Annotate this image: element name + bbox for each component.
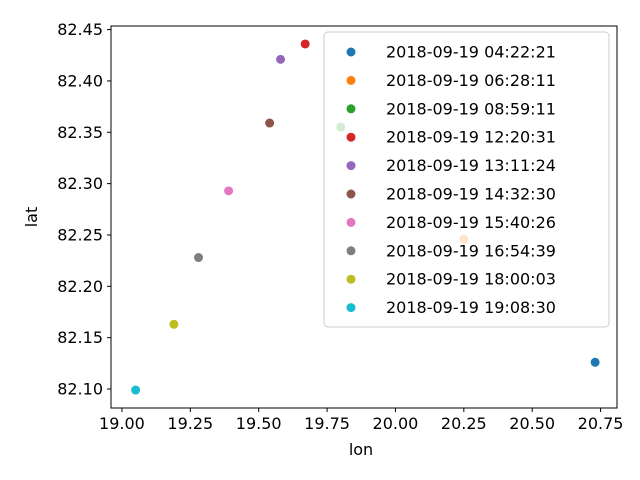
x-axis-title: lon [349,440,373,459]
x-tick-label: 19.00 [99,414,145,433]
legend-marker [346,132,356,142]
legend-label: 2018-09-19 12:20:31 [386,128,556,147]
legend-label: 2018-09-19 14:32:30 [386,185,556,204]
y-axis-title: lat [22,207,41,228]
legend-marker [346,104,356,114]
legend-marker [346,161,356,171]
y-tick-label: 82.10 [57,380,103,399]
data-point [131,385,141,395]
y-tick-label: 82.35 [57,123,103,142]
data-point [224,186,234,196]
data-point [300,39,310,49]
plot-frame [110,25,618,409]
y-tick-label: 82.25 [57,225,103,244]
y-tick-label: 82.40 [57,71,103,90]
data-point [194,253,204,263]
legend-frame [323,31,610,328]
legend-marker [346,75,356,85]
y-axis: 82.10 82.15 82.20 82.25 82.30 82.35 82.40 82.45 [57,20,111,399]
legend-label: 2018-09-19 15:40:26 [386,213,556,232]
y-tick-label: 82.15 [57,328,103,347]
x-tick-label: 19.75 [304,414,350,433]
points-layer [131,39,600,395]
legend-marker [346,189,356,199]
y-tick-label: 82.45 [57,20,103,39]
x-axis: 19.00 19.25 19.50 19.75 20.00 20.25 20.50 20.75 [99,408,623,433]
legend-label: 2018-09-19 06:28:11 [386,71,556,90]
x-tick-label: 20.00 [373,414,419,433]
legend-marker [346,303,356,313]
x-tick-label: 20.50 [509,414,555,433]
y-tick-label: 82.20 [57,277,103,296]
data-point [590,357,600,367]
legend: 2018-09-19 04:22:21 2018-09-19 06:28:11 20… [323,31,610,328]
x-tick-label: 20.25 [441,414,487,433]
y-tick-label: 82.30 [57,174,103,193]
legend-marker [346,217,356,227]
data-point [169,319,179,329]
x-tick-label: 19.25 [167,414,213,433]
legend-label: 2018-09-19 18:00:03 [386,270,556,289]
x-tick-label: 19.50 [236,414,282,433]
data-point [276,54,286,64]
legend-label: 2018-09-19 08:59:11 [386,99,556,118]
x-tick-label: 20.75 [578,414,624,433]
legend-label: 2018-09-19 16:54:39 [386,241,556,260]
data-point [265,118,275,128]
legend-marker [346,274,356,284]
legend-marker [346,246,356,256]
legend-label: 2018-09-19 19:08:30 [386,298,556,317]
legend-label: 2018-09-19 04:22:21 [386,43,556,62]
legend-marker [346,47,356,57]
legend-label: 2018-09-19 13:11:24 [386,156,556,175]
